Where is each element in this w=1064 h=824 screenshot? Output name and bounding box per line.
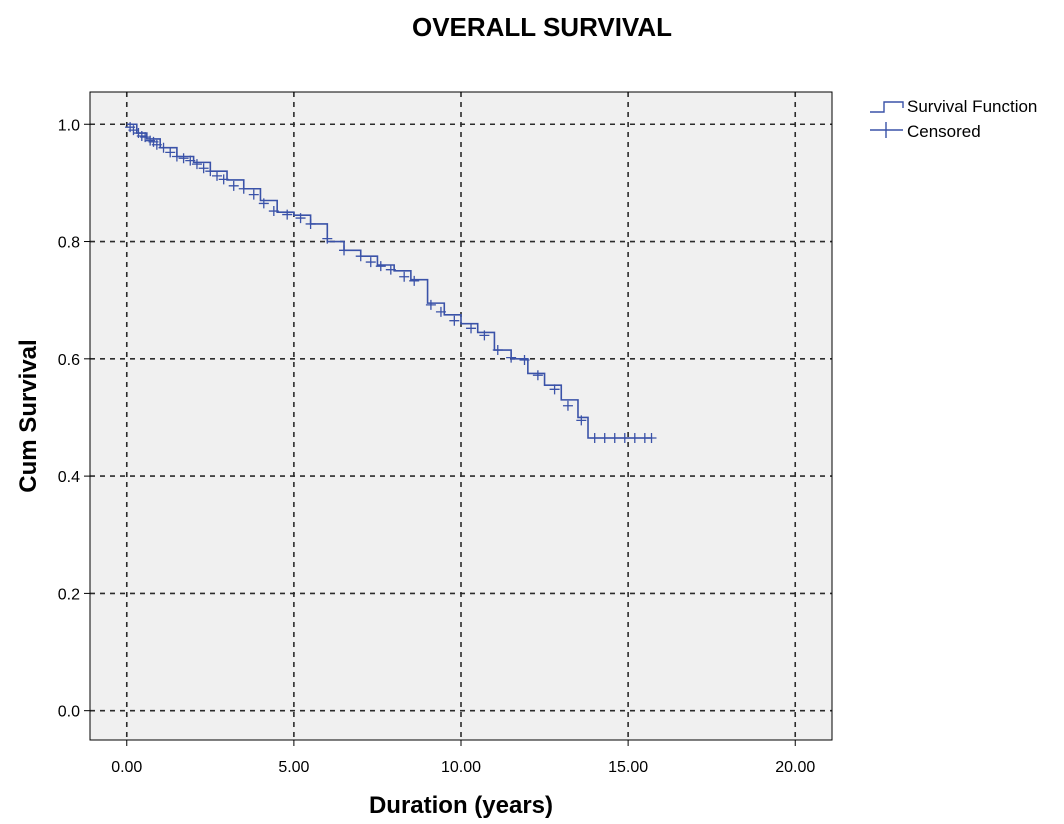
censored-marker-15	[205, 166, 216, 177]
censored-marker-46	[589, 432, 600, 443]
y-tick-label-0: 0.0	[58, 704, 80, 721]
chart-title: OVERALL SURVIVAL	[412, 12, 672, 42]
x-axis-label: Duration (years)	[369, 792, 553, 819]
censored-marker-13	[191, 159, 202, 170]
censored-marker-12	[185, 155, 196, 166]
censored-marker-34	[425, 299, 436, 310]
x-tick-label-3: 15.00	[608, 759, 648, 776]
legend: Survival Function Censored	[870, 97, 1037, 141]
censored-markers	[125, 122, 657, 443]
censored-marker-49	[619, 432, 630, 443]
censored-marker-20	[248, 189, 259, 200]
y-axis: 0.0 0.2 0.4 0.6 0.8 1.0	[58, 117, 90, 721]
censored-marker-18	[228, 180, 239, 191]
censored-marker-11	[178, 153, 189, 164]
censored-marker-36	[449, 315, 460, 326]
censored-marker-14	[198, 163, 209, 174]
legend-label-censored: Censored	[907, 122, 981, 141]
y-tick-label-3: 0.6	[58, 352, 80, 369]
y-tick-label-1: 0.2	[58, 586, 80, 603]
censored-marker-48	[609, 432, 620, 443]
censored-marker-42	[532, 370, 543, 381]
censored-marker-40	[506, 352, 517, 363]
censored-marker-27	[339, 245, 350, 256]
censored-marker-52	[646, 432, 657, 443]
censored-marker-50	[629, 432, 640, 443]
censored-marker-38	[479, 330, 490, 341]
y-axis-label: Cum Survival	[15, 339, 42, 492]
censored-marker-29	[365, 257, 376, 268]
step-line-icon	[870, 101, 904, 113]
censored-marker-47	[599, 432, 610, 443]
y-tick-label-5: 1.0	[58, 117, 80, 134]
plus-marker-icon	[870, 122, 903, 138]
censored-marker-41	[519, 354, 530, 365]
censored-marker-1	[128, 125, 139, 136]
censored-marker-16	[212, 170, 223, 181]
legend-item-survival-function: Survival Function	[870, 97, 1037, 116]
censored-marker-44	[562, 400, 573, 411]
censored-marker-7	[151, 139, 162, 150]
x-tick-label-2: 10.00	[441, 759, 481, 776]
censored-marker-21	[258, 198, 269, 209]
censored-marker-31	[385, 264, 396, 275]
censored-marker-26	[322, 233, 333, 244]
censored-marker-10	[171, 151, 182, 162]
censored-marker-37	[466, 323, 477, 334]
censored-marker-32	[399, 271, 410, 282]
censored-marker-43	[549, 384, 560, 395]
censored-marker-8	[158, 142, 169, 153]
censored-marker-30	[375, 261, 386, 272]
x-tick-label-1: 5.00	[278, 759, 309, 776]
x-tick-label-4: 20.00	[775, 759, 815, 776]
censored-marker-33	[409, 275, 420, 286]
censored-marker-19	[238, 183, 249, 194]
censored-marker-28	[355, 251, 366, 262]
censored-marker-35	[435, 306, 446, 317]
censored-marker-23	[282, 209, 293, 220]
censored-marker-24	[295, 213, 306, 224]
y-tick-label-2: 0.4	[58, 469, 80, 486]
censored-marker-22	[268, 206, 279, 217]
y-tick-label-4: 0.8	[58, 235, 80, 252]
censored-marker-25	[305, 218, 316, 229]
censored-marker-45	[576, 415, 587, 426]
censored-marker-9	[165, 147, 176, 158]
x-axis: 0.00 5.00 10.00 15.00 20.00	[111, 740, 815, 776]
x-tick-label-0: 0.00	[111, 759, 142, 776]
censored-marker-4	[140, 132, 151, 143]
legend-label-survival-function: Survival Function	[907, 97, 1037, 116]
censored-marker-39	[492, 345, 503, 356]
censored-marker-17	[218, 174, 229, 185]
legend-item-censored: Censored	[870, 122, 981, 141]
grid-lines	[90, 92, 832, 740]
